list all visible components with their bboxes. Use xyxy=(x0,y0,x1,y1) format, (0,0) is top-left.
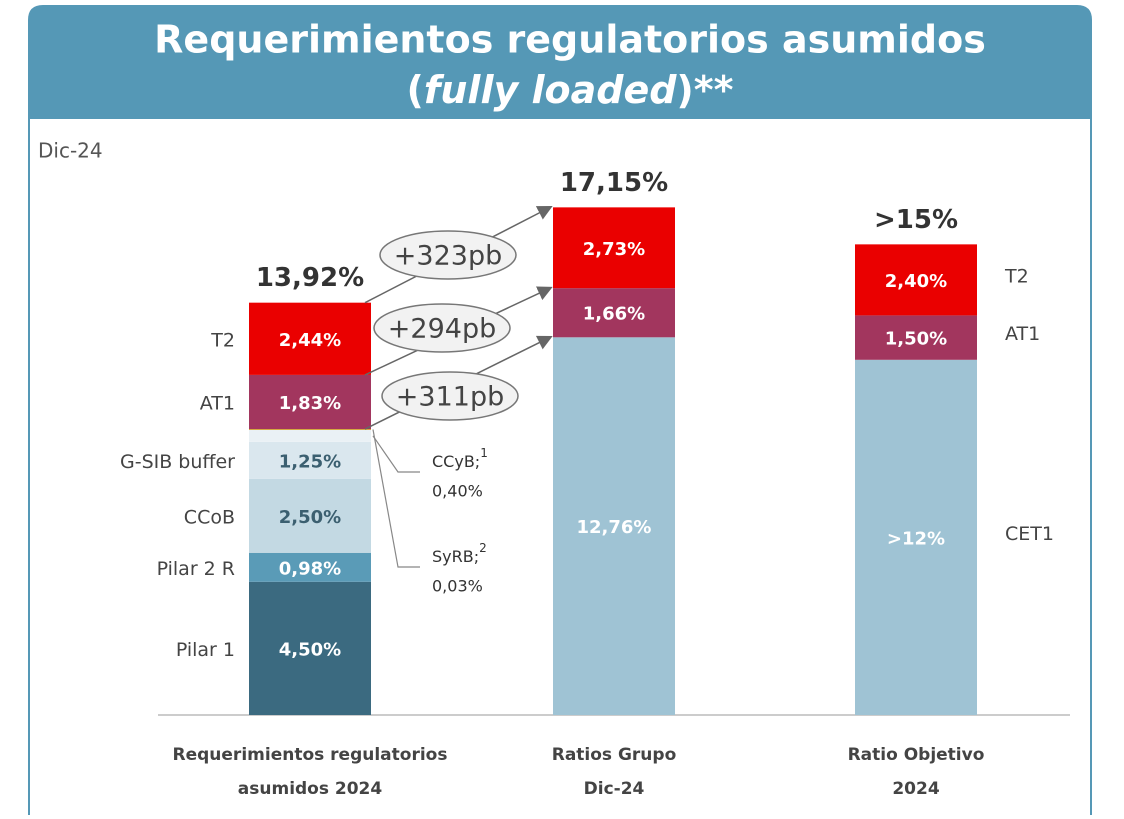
delta-bubble xyxy=(381,371,519,421)
callout-line xyxy=(372,429,420,568)
value-label: 2,40% xyxy=(885,271,947,292)
header-band xyxy=(28,5,1092,118)
value-label: 0,98% xyxy=(279,558,341,579)
series-label: AT1 xyxy=(200,392,235,414)
callout-name: CCyB;1 xyxy=(432,446,488,471)
category-line: Ratio Objetivo xyxy=(848,745,985,765)
callout-note: 1 xyxy=(480,446,488,460)
bar-segment xyxy=(249,581,371,715)
series-label: Pilar 2 R xyxy=(157,558,235,580)
callout-note: 2 xyxy=(479,541,487,555)
bar-segment xyxy=(553,207,675,289)
bar-segment xyxy=(249,429,371,430)
value-label: 1,25% xyxy=(279,451,341,472)
category-line: asumidos 2024 xyxy=(238,779,383,799)
delta-bubble xyxy=(379,230,517,280)
title-line2: (fully loaded)** xyxy=(406,68,733,112)
series-label: CCoB xyxy=(184,506,235,528)
value-label: 1,50% xyxy=(885,329,947,350)
series-label: CET1 xyxy=(1005,523,1054,545)
value-label: 12,76% xyxy=(577,517,652,538)
category-label: Ratios Grupo Dic-24 xyxy=(552,745,677,799)
value-label: 2,73% xyxy=(583,239,645,260)
category-line: Requerimientos regulatorios xyxy=(173,745,448,765)
callout-name-text: CCyB; xyxy=(432,452,480,471)
bar-segment xyxy=(855,244,977,316)
value-label: 2,50% xyxy=(279,507,341,528)
category-line: 2024 xyxy=(892,779,939,799)
series-label: T2 xyxy=(210,329,235,351)
category-line: Dic-24 xyxy=(584,779,645,799)
bar-segment xyxy=(249,429,371,442)
delta-bubble xyxy=(373,303,511,353)
category-label: Ratio Objetivo 2024 xyxy=(848,745,985,799)
value-label: >12% xyxy=(887,528,945,549)
title-line1: Requerimientos regulatorios asumidos xyxy=(154,18,986,62)
bar-segment xyxy=(855,359,977,715)
category-label: Requerimientos regulatorios asumidos 2024 xyxy=(173,745,448,799)
delta-label: +311pb xyxy=(396,382,504,413)
bar-segment xyxy=(249,478,371,553)
callout-name: SyRB;2 xyxy=(432,541,487,566)
callout-line xyxy=(372,435,420,473)
bar-segment xyxy=(553,288,675,338)
callout-name-text: SyRB; xyxy=(432,547,479,566)
title-italic: fully loaded xyxy=(424,68,677,112)
title-post: )** xyxy=(676,68,733,112)
total-label: 13,92% xyxy=(256,263,364,293)
delta-label: +323pb xyxy=(394,241,502,272)
callout-value: 0,03% xyxy=(432,577,483,596)
bar-segment xyxy=(249,374,371,430)
value-label: 2,44% xyxy=(279,330,341,351)
bar-segment xyxy=(553,337,675,715)
series-label: Pilar 1 xyxy=(176,639,235,661)
value-label: 1,83% xyxy=(279,393,341,414)
series-label: AT1 xyxy=(1005,323,1040,345)
value-label: 1,66% xyxy=(583,304,645,325)
total-label: 17,15% xyxy=(560,168,668,198)
value-label: 4,50% xyxy=(279,639,341,660)
callout-value: 0,40% xyxy=(432,482,483,501)
bar-segment xyxy=(249,552,371,582)
series-label: G-SIB buffer xyxy=(120,451,235,473)
category-line: Ratios Grupo xyxy=(552,745,677,765)
series-label: T2 xyxy=(1004,265,1029,287)
delta-label: +294pb xyxy=(388,314,496,345)
bar-segment xyxy=(855,315,977,360)
bar-segment xyxy=(249,302,371,375)
subtitle: Dic-24 xyxy=(38,139,103,163)
bar-segment xyxy=(249,441,371,479)
total-label: >15% xyxy=(874,205,958,235)
title-pre: ( xyxy=(406,68,423,112)
